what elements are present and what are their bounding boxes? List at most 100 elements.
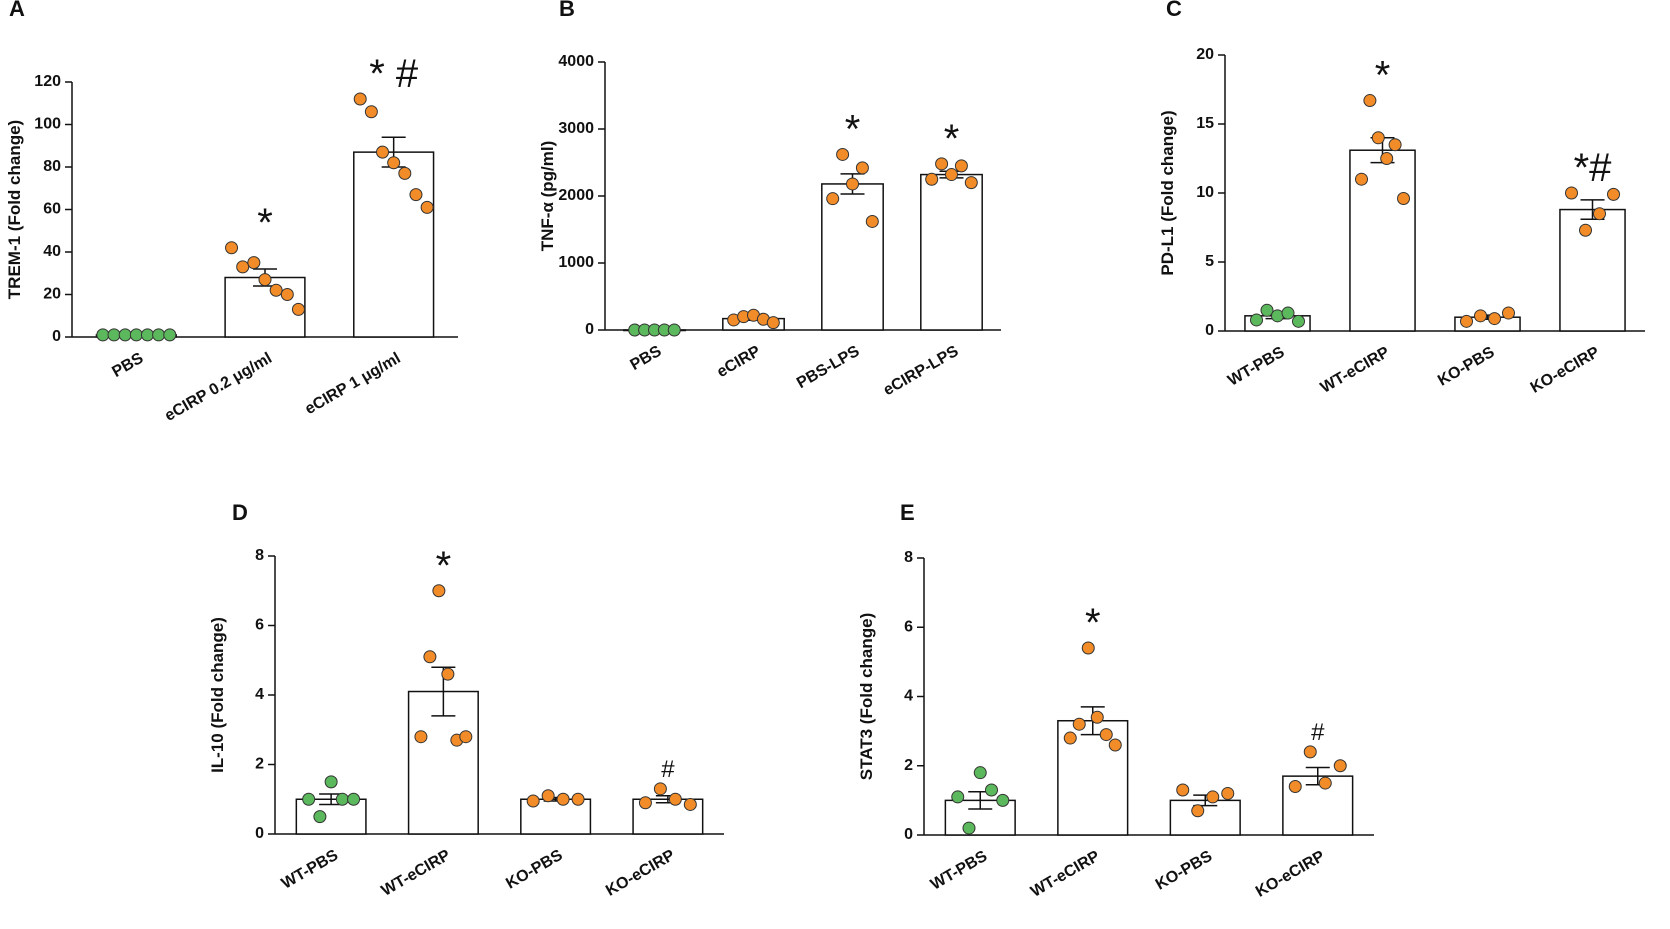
data-point bbox=[964, 176, 978, 190]
bar bbox=[821, 183, 884, 331]
y-tick-label: 20 bbox=[43, 286, 61, 303]
data-point bbox=[962, 821, 976, 835]
data-point bbox=[826, 192, 840, 206]
x-tick-label: PBS-LPS bbox=[794, 343, 863, 393]
y-tick-label: 0 bbox=[904, 826, 913, 843]
data-point bbox=[1579, 223, 1592, 237]
data-point bbox=[1063, 731, 1077, 745]
y-axis-label: TNF-α (pg/ml) bbox=[538, 141, 557, 252]
data-point bbox=[1388, 138, 1402, 152]
significance-marker: # bbox=[661, 756, 675, 783]
y-axis-label: PD-L1 (Fold change) bbox=[1158, 110, 1177, 275]
data-point bbox=[954, 159, 968, 173]
significance-marker: * bbox=[1085, 601, 1101, 645]
data-point bbox=[996, 793, 1010, 807]
significance-marker: * bbox=[436, 544, 452, 588]
y-tick-label: 0 bbox=[255, 825, 264, 842]
data-point bbox=[638, 796, 652, 810]
y-tick-label: 8 bbox=[255, 547, 264, 564]
x-tick-label: WT-PBS bbox=[1225, 344, 1288, 390]
data-point bbox=[269, 283, 283, 297]
bar bbox=[353, 151, 435, 338]
y-tick-label: 0 bbox=[52, 328, 61, 345]
data-point bbox=[766, 316, 780, 330]
x-tick-label: eCIRP 1 μg/ml bbox=[302, 350, 403, 418]
data-point bbox=[1502, 306, 1515, 320]
y-tick-label: 20 bbox=[1196, 46, 1214, 63]
x-tick-label: WT-PBS bbox=[928, 848, 991, 894]
data-point bbox=[973, 766, 987, 780]
data-point bbox=[1206, 790, 1220, 804]
data-point bbox=[1333, 759, 1347, 773]
y-tick-label: 4000 bbox=[558, 53, 594, 70]
bar bbox=[920, 173, 983, 331]
data-point bbox=[347, 792, 361, 806]
data-point bbox=[945, 168, 958, 182]
data-point bbox=[951, 790, 965, 804]
data-point bbox=[541, 789, 555, 803]
panel-label: A bbox=[9, 0, 25, 21]
data-point bbox=[846, 177, 859, 191]
data-point bbox=[1303, 745, 1317, 759]
y-tick-label: 100 bbox=[34, 116, 61, 133]
x-tick-label: PBS bbox=[628, 343, 665, 374]
x-tick-label: KO-PBS bbox=[503, 847, 566, 893]
data-point bbox=[324, 775, 338, 789]
data-point bbox=[1292, 314, 1305, 328]
panel-label: D bbox=[232, 500, 248, 525]
y-tick-label: 0 bbox=[1205, 322, 1214, 339]
data-point bbox=[836, 147, 850, 161]
data-point bbox=[236, 260, 250, 274]
y-tick-label: 4 bbox=[904, 688, 913, 705]
y-tick-label: 3000 bbox=[558, 120, 594, 137]
data-point bbox=[526, 794, 540, 808]
data-point bbox=[571, 792, 585, 806]
data-point bbox=[1397, 192, 1410, 206]
data-point bbox=[1474, 309, 1487, 323]
significance-marker: * bbox=[1375, 54, 1391, 98]
x-tick-label: WT-eCIRP bbox=[379, 847, 454, 900]
y-tick-label: 40 bbox=[43, 243, 61, 260]
y-tick-label: 6 bbox=[255, 617, 264, 634]
y-tick-label: 1000 bbox=[558, 254, 594, 271]
data-point bbox=[985, 783, 998, 797]
data-point bbox=[258, 273, 272, 287]
x-tick-label: KO-eCIRP bbox=[1253, 848, 1328, 901]
y-tick-label: 6 bbox=[904, 618, 913, 635]
x-tick-label: WT-eCIRP bbox=[1318, 344, 1393, 397]
data-point bbox=[364, 105, 378, 119]
data-point bbox=[1363, 94, 1377, 108]
data-point bbox=[441, 667, 455, 681]
data-point bbox=[163, 328, 177, 342]
data-point bbox=[1221, 786, 1235, 800]
data-point bbox=[1318, 776, 1332, 790]
data-point bbox=[420, 200, 434, 214]
significance-marker: * bbox=[944, 117, 960, 161]
x-tick-label: eCIRP-LPS bbox=[881, 343, 962, 400]
data-point bbox=[1288, 780, 1302, 794]
significance-marker: *# bbox=[1574, 146, 1613, 190]
x-tick-label: KO-eCIRP bbox=[1528, 344, 1603, 397]
x-tick-label: KO-eCIRP bbox=[603, 847, 678, 900]
data-point bbox=[683, 797, 697, 811]
data-point bbox=[653, 782, 667, 796]
x-tick-label: WT-eCIRP bbox=[1028, 848, 1103, 901]
data-point bbox=[1281, 306, 1295, 320]
data-point bbox=[1488, 312, 1501, 326]
panel-label: C bbox=[1166, 0, 1182, 21]
y-tick-label: 5 bbox=[1205, 253, 1214, 270]
data-point bbox=[1593, 207, 1606, 221]
data-point bbox=[152, 328, 166, 342]
data-point bbox=[855, 161, 869, 175]
data-point bbox=[1176, 783, 1190, 797]
data-point bbox=[459, 730, 473, 744]
data-point bbox=[1191, 804, 1205, 818]
data-point bbox=[1371, 131, 1385, 145]
data-point bbox=[1355, 172, 1368, 186]
data-point bbox=[1460, 314, 1473, 328]
y-tick-label: 2000 bbox=[558, 187, 594, 204]
data-point bbox=[129, 328, 143, 342]
data-point bbox=[376, 145, 390, 159]
data-point bbox=[925, 172, 939, 186]
